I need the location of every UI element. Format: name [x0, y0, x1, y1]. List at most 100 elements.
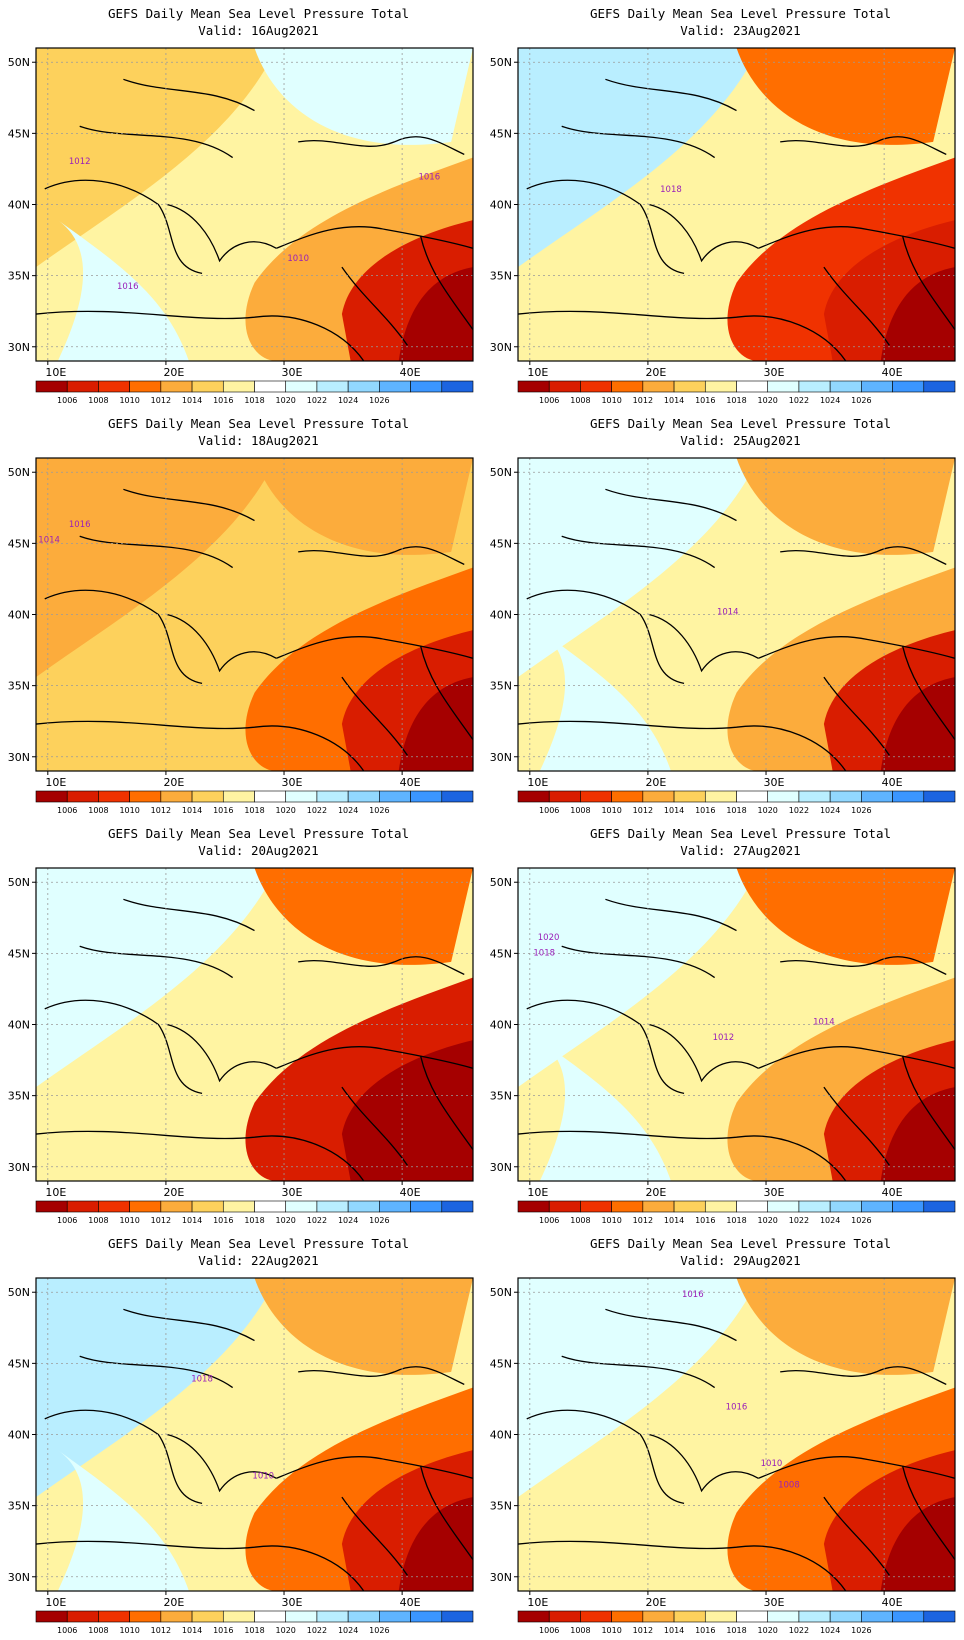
colorbar-swatch — [222, 790, 255, 803]
coastline — [758, 1457, 955, 1479]
lat-label: 30N — [8, 1571, 30, 1584]
colorbar-label: 1024 — [338, 396, 358, 405]
colorbar-label: 1022 — [789, 806, 809, 815]
colorbar-swatch — [98, 380, 130, 393]
lon-label: 40E — [882, 776, 903, 789]
lat-label: 30N — [8, 1161, 30, 1174]
coastline — [527, 590, 684, 683]
colorbar-swatch — [580, 1610, 612, 1623]
coastline — [36, 1541, 364, 1591]
colorbar-label: 1026 — [851, 806, 871, 815]
colorbar-swatch — [66, 380, 99, 393]
coastline — [167, 205, 276, 261]
colorbar: 1006 1008 1010 1012 1014 1016 1018 1020 1022 1024… — [35, 380, 474, 405]
colorbar-label: 1018 — [726, 1216, 746, 1225]
coastline — [780, 1367, 946, 1385]
colorbar-swatch — [829, 1200, 862, 1213]
colorbar-label: 1024 — [338, 806, 358, 815]
coastline — [36, 721, 364, 771]
colorbar-swatch — [410, 380, 443, 393]
colorbar-swatch — [767, 1200, 800, 1213]
colorbar-swatch — [798, 1610, 831, 1623]
colorbar: 1006 1008 1010 1012 1014 1016 1018 1020 1022 1024… — [517, 1610, 956, 1635]
colorbar-swatch — [66, 1610, 99, 1623]
colorbar-label: 1022 — [307, 396, 327, 405]
lon-label: 40E — [400, 1596, 421, 1609]
colorbar-swatch — [517, 380, 550, 393]
colorbar-swatch — [798, 380, 831, 393]
pressure-region — [36, 458, 276, 677]
map-panel: GEFS Daily Mean Sea Level Pressure Total… — [8, 826, 474, 1225]
lon-label: 20E — [163, 776, 184, 789]
colorbar-label: 1010 — [601, 1216, 621, 1225]
pressure-field: 1016 1016 1010 1008 — [518, 1278, 955, 1591]
colorbar-swatch — [548, 380, 581, 393]
panel-title: GEFS Daily Mean Sea Level Pressure Total — [108, 6, 409, 21]
pressure-region — [518, 868, 758, 1087]
colorbar-swatch — [517, 1610, 550, 1623]
map-panel: GEFS Daily Mean Sea Level Pressure Total… — [8, 6, 474, 405]
colorbar-label: 1024 — [338, 1216, 358, 1225]
coastline — [780, 137, 946, 155]
map-panel: GEFS Daily Mean Sea Level Pressure Total… — [490, 6, 956, 405]
lat-label: 45N — [490, 1357, 512, 1370]
colorbar-label: 1006 — [539, 1626, 559, 1635]
contour-label: 1010 — [761, 1459, 783, 1469]
panel-title: GEFS Daily Mean Sea Level Pressure Total — [108, 416, 409, 431]
lat-label: 40N — [8, 199, 30, 212]
coastline — [342, 1056, 473, 1166]
colorbar-swatch — [285, 380, 318, 393]
colorbar-swatch — [767, 1610, 800, 1623]
colorbar-label: 1018 — [726, 396, 746, 405]
lon-label: 20E — [645, 776, 666, 789]
colorbar-label: 1010 — [601, 396, 621, 405]
map-area: 1018 50N 45N 40N 35N 30N 10E 20E 30E 40E — [490, 47, 956, 379]
colorbar-swatch — [98, 1200, 130, 1213]
colorbar-label: 1018 — [726, 806, 746, 815]
lat-label: 50N — [490, 56, 512, 69]
colorbar-label: 1018 — [726, 1626, 746, 1635]
colorbar-label: 1006 — [57, 1216, 77, 1225]
colorbar-label: 1010 — [119, 396, 139, 405]
coastline — [649, 1435, 758, 1491]
colorbar-label: 1008 — [570, 396, 590, 405]
panel-title: GEFS Daily Mean Sea Level Pressure Total — [108, 826, 409, 841]
lon-label: 30E — [282, 776, 303, 789]
lon-label: 20E — [163, 1186, 184, 1199]
coastline — [276, 227, 473, 249]
colorbar-label: 1010 — [601, 1626, 621, 1635]
colorbar-swatch — [611, 380, 644, 393]
colorbar-swatch — [285, 790, 318, 803]
colorbar: 1006 1008 1010 1012 1014 1016 1018 1020 1022 1024… — [35, 1610, 474, 1635]
colorbar-swatch — [611, 1200, 644, 1213]
coastline — [80, 899, 255, 977]
colorbar-swatch — [829, 790, 862, 803]
contour-label: 1008 — [778, 1481, 800, 1491]
colorbar-label: 1014 — [664, 1626, 684, 1635]
colorbar-label: 1022 — [307, 1626, 327, 1635]
colorbar-swatch — [642, 1200, 675, 1213]
panel-title: GEFS Daily Mean Sea Level Pressure Total — [590, 416, 891, 431]
colorbar-swatch — [379, 380, 411, 393]
contour-label: 1018 — [660, 185, 682, 195]
pressure-region — [255, 48, 473, 145]
lat-label: 35N — [490, 270, 512, 283]
coastline — [562, 79, 737, 157]
lat-label: 45N — [8, 127, 30, 140]
lon-label: 10E — [45, 776, 66, 789]
lon-label: 40E — [882, 1186, 903, 1199]
colorbar-label: 1010 — [119, 806, 139, 815]
coastline — [518, 721, 846, 771]
colorbar-swatch — [611, 790, 644, 803]
panel-title: GEFS Daily Mean Sea Level Pressure Total — [108, 1236, 409, 1251]
colorbar-label: 1006 — [57, 396, 77, 405]
colorbar-swatch — [704, 1610, 737, 1623]
map-panel: GEFS Daily Mean Sea Level Pressure Total… — [8, 1236, 474, 1635]
colorbar-swatch — [160, 380, 193, 393]
contour-label: 1016 — [117, 282, 139, 292]
lon-label: 20E — [645, 1596, 666, 1609]
pressure-field: 1018 1010 — [36, 1278, 473, 1591]
colorbar-label: 1020 — [758, 1626, 778, 1635]
coastline — [649, 205, 758, 261]
coastline — [518, 311, 846, 361]
